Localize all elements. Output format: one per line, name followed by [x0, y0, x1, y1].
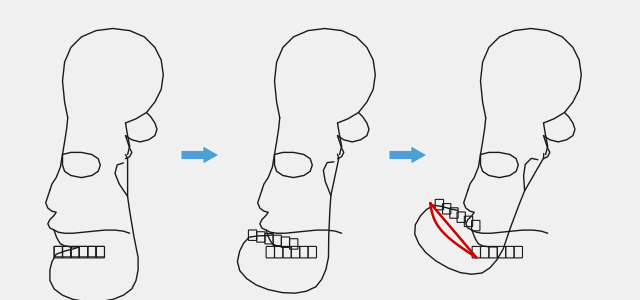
FancyArrow shape [181, 146, 219, 164]
FancyArrow shape [389, 146, 427, 164]
